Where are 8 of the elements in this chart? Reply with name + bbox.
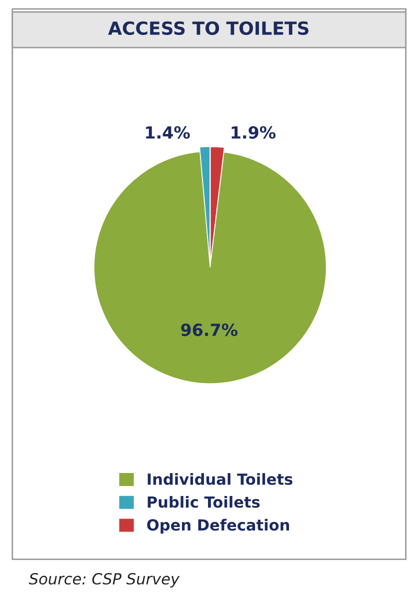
data-label: 1.4% bbox=[146, 126, 190, 139]
source-note: Source: CSP Survey bbox=[28, 573, 180, 588]
chart-title: ACCESS TO TOILETS bbox=[108, 21, 308, 35]
legend-label: Open Defecation bbox=[147, 518, 289, 534]
legend-label: Individual Toilets bbox=[148, 473, 292, 485]
legend-label: Public Toilets bbox=[148, 496, 260, 508]
data-label: 96.7% bbox=[181, 324, 238, 336]
data-label: 1.9% bbox=[232, 126, 276, 139]
